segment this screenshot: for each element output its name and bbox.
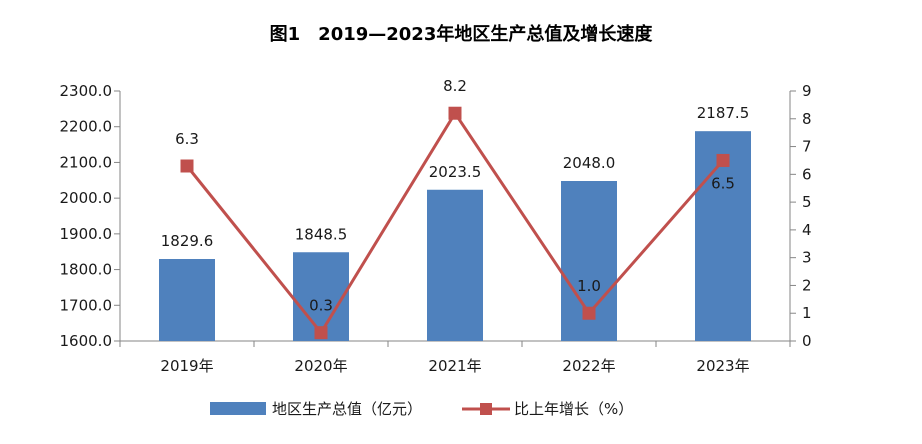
y-right-tick-label: 4 — [802, 221, 812, 239]
y-right-tick-label: 1 — [802, 304, 812, 322]
y-right-tick-label: 6 — [802, 165, 812, 183]
y-left-tick-label: 1700.0 — [60, 296, 113, 314]
line-data-label: 1.0 — [577, 277, 601, 295]
legend-line-marker — [480, 403, 492, 415]
y-right-tick-label: 5 — [802, 193, 812, 211]
y-left-tick-label: 2200.0 — [60, 118, 113, 136]
bar-data-label: 2023.5 — [429, 163, 482, 181]
y-right-tick-label: 3 — [802, 249, 812, 267]
x-tick-label: 2019年 — [160, 357, 213, 375]
y-left-tick-label: 1800.0 — [60, 261, 113, 279]
chart-title: 图1 2019—2023年地区生产总值及增长速度 — [270, 23, 654, 45]
line-point — [582, 306, 596, 320]
bar — [427, 189, 483, 341]
bar-data-label: 2187.5 — [697, 104, 750, 122]
line-data-label: 0.3 — [309, 297, 333, 315]
line-data-label: 8.2 — [443, 77, 467, 95]
y-left-tick-label: 2300.0 — [60, 82, 113, 100]
y-right-tick-label: 0 — [802, 332, 812, 350]
line-point — [314, 326, 328, 340]
y-left-tick-label: 2100.0 — [60, 153, 113, 171]
y-left-tick-label: 1600.0 — [60, 332, 113, 350]
y-right-tick-label: 9 — [802, 82, 812, 100]
bar-data-label: 1848.5 — [295, 225, 348, 243]
x-tick-label: 2021年 — [428, 357, 481, 375]
line-point — [716, 153, 730, 167]
bar-data-label: 2048.0 — [563, 154, 616, 172]
legend-line-label: 比上年增长（%） — [514, 400, 633, 418]
x-tick-label: 2023年 — [696, 357, 749, 375]
y-right-tick-label: 8 — [802, 110, 812, 128]
y-left-tick-label: 1900.0 — [60, 225, 113, 243]
legend-bar-swatch — [210, 402, 266, 415]
x-tick-label: 2020年 — [294, 357, 347, 375]
bar-data-label: 1829.6 — [161, 232, 214, 250]
legend-bar-label: 地区生产总值（亿元） — [272, 400, 422, 418]
y-right-tick-label: 7 — [802, 138, 812, 156]
line-point — [180, 159, 194, 173]
line-data-label: 6.5 — [711, 174, 735, 192]
bar — [159, 259, 215, 341]
line-data-label: 6.3 — [175, 130, 199, 148]
legend: 地区生产总值（亿元） 比上年增长（%） — [210, 400, 633, 418]
plot-area: 1600.0 1700.0 1800.0 1900.0 2000.0 2100.0 2200… — [60, 77, 812, 375]
y-right-tick-label: 2 — [802, 276, 812, 294]
line-point — [448, 106, 462, 120]
x-tick-label: 2022年 — [562, 357, 615, 375]
y-left-tick-label: 2000.0 — [60, 189, 113, 207]
